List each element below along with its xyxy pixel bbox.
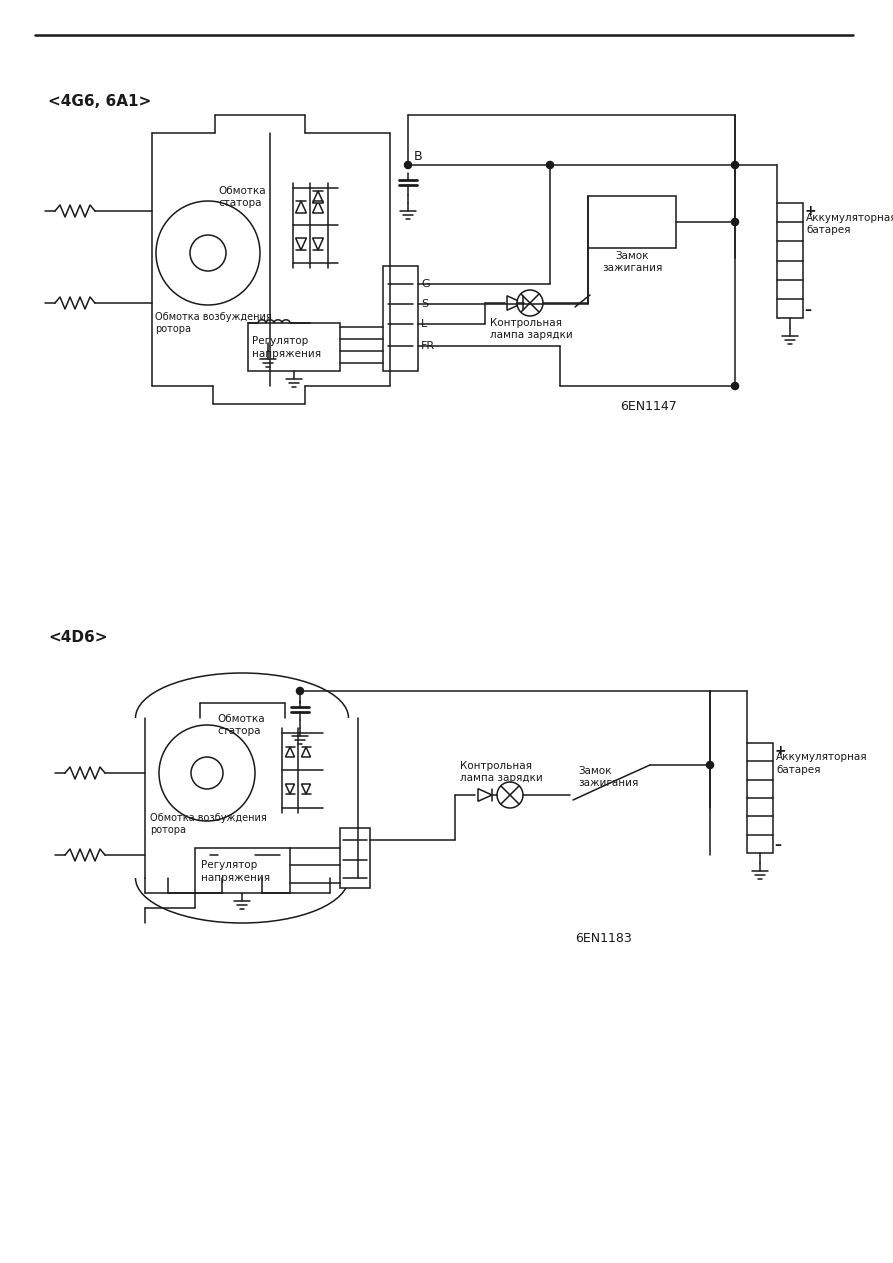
Text: ротора: ротора: [150, 825, 186, 835]
Text: напряжения: напряжения: [201, 873, 270, 883]
Circle shape: [159, 725, 255, 821]
Polygon shape: [286, 784, 295, 794]
Text: FR: FR: [421, 341, 435, 351]
Text: батарея: батарея: [806, 225, 850, 235]
Text: Контрольная: Контрольная: [490, 318, 562, 328]
Text: <4G6, 6A1>: <4G6, 6A1>: [48, 93, 151, 109]
Polygon shape: [296, 237, 306, 250]
Bar: [777, 203, 803, 318]
Text: Обмотка: Обмотка: [217, 714, 264, 724]
Polygon shape: [313, 237, 323, 250]
Text: +: +: [774, 744, 786, 758]
Text: +: +: [804, 205, 815, 218]
Circle shape: [547, 162, 554, 168]
Bar: [747, 743, 773, 853]
Text: B: B: [414, 150, 422, 163]
Text: Обмотка возбуждения: Обмотка возбуждения: [155, 312, 271, 322]
Text: Аккумуляторная: Аккумуляторная: [776, 751, 868, 762]
Circle shape: [731, 383, 739, 389]
Polygon shape: [286, 746, 295, 757]
Text: Контрольная: Контрольная: [460, 762, 532, 770]
Bar: [195, 847, 290, 893]
Text: Регулятор: Регулятор: [252, 336, 308, 346]
Polygon shape: [302, 784, 311, 794]
Text: <4D6>: <4D6>: [48, 630, 107, 645]
Text: Замок: Замок: [578, 765, 612, 775]
Text: Обмотка: Обмотка: [218, 186, 265, 196]
Text: батарея: батарея: [776, 765, 821, 775]
Polygon shape: [296, 201, 306, 213]
Text: L: L: [421, 320, 427, 328]
Text: статора: статора: [218, 198, 262, 208]
Text: Регулятор: Регулятор: [201, 860, 257, 870]
Text: G: G: [421, 279, 430, 289]
Text: Аккумуляторная: Аккумуляторная: [806, 213, 893, 224]
Text: статора: статора: [217, 726, 261, 736]
Text: Обмотка возбуждения: Обмотка возбуждения: [150, 813, 267, 823]
Circle shape: [405, 162, 412, 168]
Text: 6EN1147: 6EN1147: [620, 399, 677, 413]
Circle shape: [706, 762, 714, 768]
Text: Замок: Замок: [615, 251, 648, 261]
Circle shape: [497, 782, 523, 808]
Text: S: S: [421, 299, 428, 309]
Bar: [383, 266, 418, 371]
Polygon shape: [302, 746, 311, 757]
Text: –: –: [774, 837, 781, 853]
Bar: [248, 323, 340, 371]
Polygon shape: [478, 788, 492, 801]
Circle shape: [296, 687, 304, 695]
Circle shape: [731, 162, 739, 168]
Circle shape: [190, 235, 226, 272]
Text: лампа зарядки: лампа зарядки: [490, 330, 572, 340]
Bar: [340, 829, 370, 888]
Circle shape: [191, 757, 223, 789]
Bar: [588, 196, 676, 248]
Text: лампа зарядки: лампа зарядки: [460, 773, 543, 783]
Circle shape: [156, 201, 260, 304]
Text: ротора: ротора: [155, 325, 191, 333]
Text: 6EN1183: 6EN1183: [575, 932, 631, 945]
Text: зажигания: зажигания: [578, 778, 638, 788]
Polygon shape: [313, 201, 323, 213]
Circle shape: [517, 290, 543, 316]
Polygon shape: [507, 296, 523, 311]
Polygon shape: [313, 191, 323, 203]
Text: –: –: [804, 303, 811, 317]
Circle shape: [731, 218, 739, 226]
Text: зажигания: зажигания: [602, 263, 663, 273]
Text: напряжения: напряжения: [252, 349, 321, 359]
